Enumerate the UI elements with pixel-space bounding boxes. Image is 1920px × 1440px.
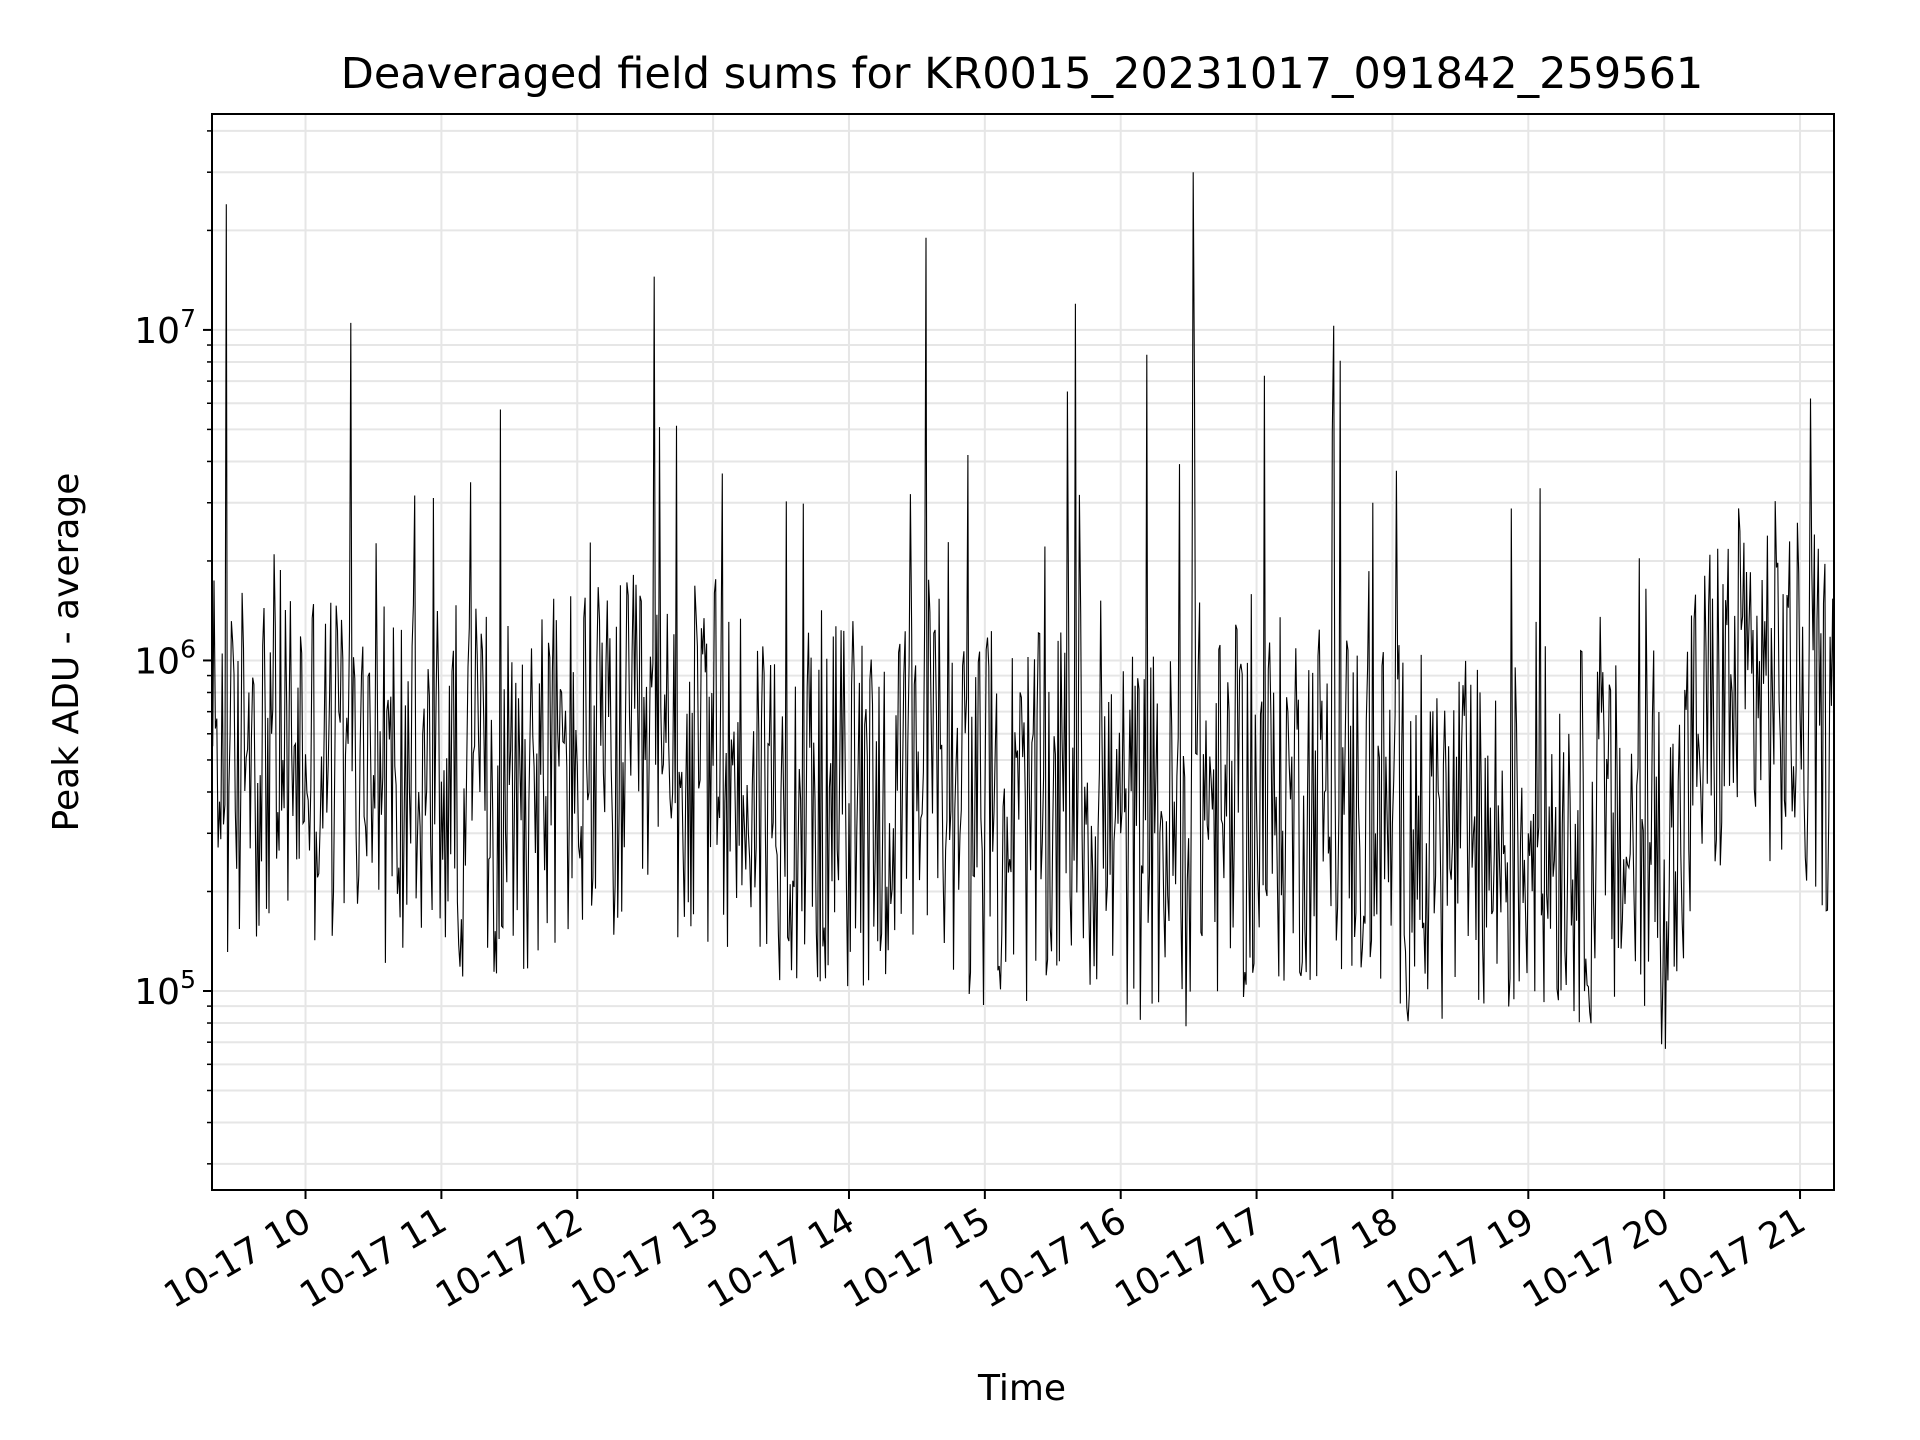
y-tick-label: 107 xyxy=(134,304,196,352)
y-tick-label: 106 xyxy=(134,634,196,682)
x-axis-label: Time xyxy=(977,1368,1066,1409)
y-tick-label-base: 10 xyxy=(134,641,180,682)
plot-frame xyxy=(211,113,1835,1191)
y-tick-label-base: 10 xyxy=(134,972,180,1013)
series-line xyxy=(212,172,1835,1049)
series-layer xyxy=(212,172,1835,1049)
y-tick-label-base: 10 xyxy=(134,311,180,352)
y-axis-label: Peak ADU - average xyxy=(46,473,87,832)
y-tick-label-exponent: 5 xyxy=(180,965,196,994)
y-tick-label-exponent: 7 xyxy=(180,304,196,333)
chart-title: Deaveraged field sums for KR0015_2023101… xyxy=(341,49,1704,99)
y-tick-label: 105 xyxy=(134,965,196,1013)
y-tick-label-exponent: 6 xyxy=(180,634,196,663)
